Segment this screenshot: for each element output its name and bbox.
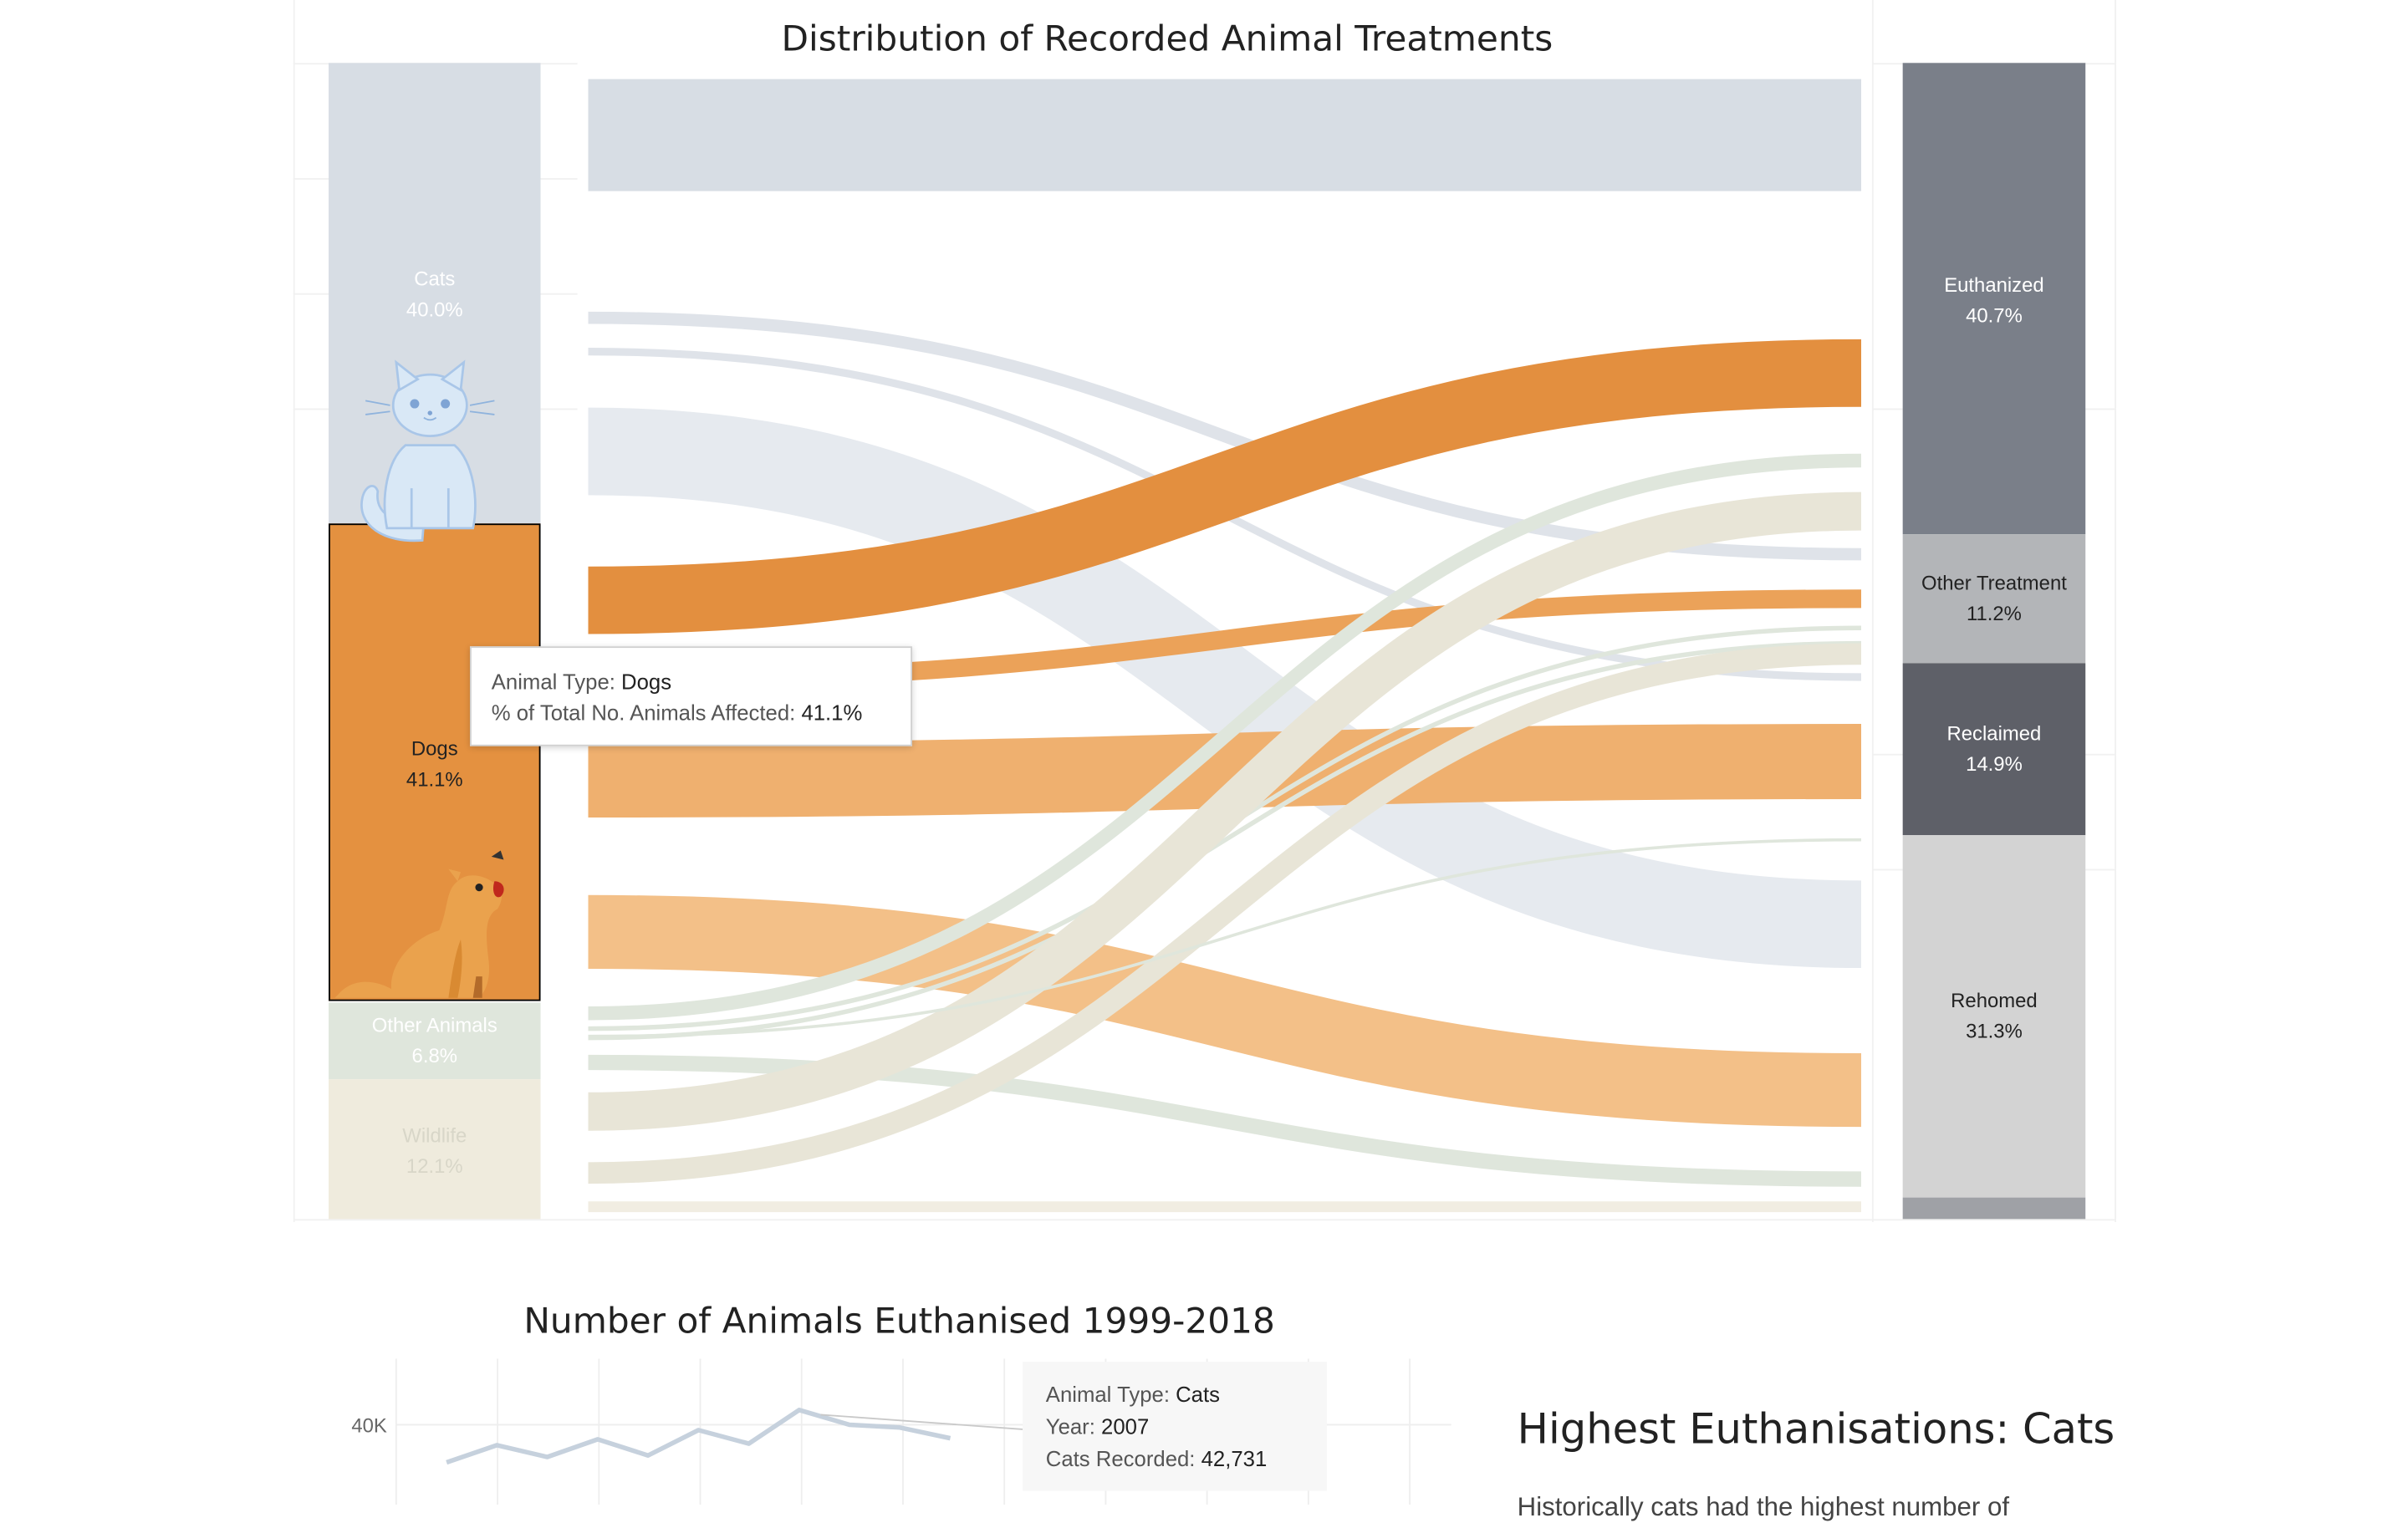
source-column: Cats 40.0% Dogs 41.1% Other Animals 6.8%…: [329, 63, 541, 1220]
tooltip-label-animal-type-2: Animal Type:: [1045, 1382, 1170, 1407]
target-name-rehomed: Rehomed: [1951, 988, 2038, 1012]
side-panel-body: Historically cats had the highest number…: [1517, 1492, 2010, 1522]
sankey-tooltip: Animal Type: Dogs % of Total No. Animals…: [470, 646, 912, 746]
tooltip-value-percent: 41.1%: [801, 700, 863, 725]
source-percent-cats: 40.0%: [406, 298, 463, 321]
sankey-flow-band[interactable]: [588, 643, 1862, 1184]
target-node-euthanized[interactable]: Euthanized 40.7%: [1902, 63, 2086, 535]
cat-icon: [360, 359, 495, 542]
tooltip-label-cats-recorded: Cats Recorded:: [1045, 1446, 1196, 1471]
sankey-flow-band[interactable]: [588, 453, 1862, 1021]
target-name-reclaimed: Reclaimed: [1946, 721, 2042, 745]
source-percent-other-animals: 6.8%: [411, 1043, 457, 1067]
sankey-flow-band[interactable]: [588, 492, 1862, 1131]
target-name-euthanized: Euthanized: [1944, 273, 2044, 297]
tooltip-label-year: Year:: [1045, 1413, 1095, 1439]
line-chart-title: Number of Animals Euthanised 1999-2018: [523, 1301, 1275, 1342]
source-name-other-animals: Other Animals: [371, 1013, 497, 1037]
side-panel-heading: Highest Euthanisations: Cats: [1517, 1406, 2115, 1454]
target-percent-reclaimed: 14.9%: [1966, 751, 2023, 776]
source-node-wildlife[interactable]: Wildlife 12.1%: [329, 1079, 541, 1220]
sankey-flow-band[interactable]: [588, 339, 1862, 634]
target-node-rehomed[interactable]: Rehomed 31.3%: [1902, 835, 2086, 1198]
target-node-other-treatment[interactable]: Other Treatment 11.2%: [1902, 534, 2086, 664]
target-node-unlabeled[interactable]: [1902, 1197, 2086, 1220]
sankey-flow-band[interactable]: [588, 640, 1862, 1041]
source-name-wildlife: Wildlife: [402, 1123, 467, 1148]
tooltip-value-animal-type: Dogs: [621, 669, 672, 695]
tooltip-label-animal-type: Animal Type:: [491, 669, 615, 695]
source-node-other-animals[interactable]: Other Animals 6.8%: [329, 1002, 541, 1080]
source-percent-wildlife: 12.1%: [406, 1154, 463, 1178]
sankey-flow-band[interactable]: [588, 724, 1862, 818]
target-name-other-treatment: Other Treatment: [1921, 571, 2067, 594]
y-tick-40k: 40K: [351, 1415, 387, 1438]
sankey-flow-band[interactable]: [588, 407, 1862, 969]
dog-icon: [334, 850, 504, 998]
tooltip-value-year: 2007: [1101, 1413, 1150, 1439]
tooltip-label-percent: % of Total No. Animals Affected:: [491, 700, 796, 725]
sankey-flow-band[interactable]: [588, 894, 1862, 1128]
tooltip-value-cats-recorded: 42,731: [1201, 1446, 1268, 1471]
tooltip-leader-line: [820, 1413, 1023, 1430]
source-name-dogs: Dogs: [411, 736, 458, 761]
source-name-cats: Cats: [414, 267, 456, 291]
target-node-reclaimed[interactable]: Reclaimed 14.9%: [1902, 663, 2086, 836]
sankey-flow-band[interactable]: [588, 838, 1862, 1038]
sankey-title: Distribution of Recorded Animal Treatmen…: [781, 19, 1553, 60]
target-percent-other-treatment: 11.2%: [1966, 601, 2022, 625]
source-percent-dogs: 41.1%: [406, 767, 463, 791]
tooltip-value-animal-type-2: Cats: [1176, 1382, 1220, 1407]
target-percent-rehomed: 31.3%: [1966, 1019, 2023, 1043]
target-percent-euthanized: 40.7%: [1966, 303, 2023, 328]
series-line-cats[interactable]: [446, 1408, 951, 1465]
line-tooltip: Animal Type: Cats Year: 2007 Cats Record…: [1023, 1362, 1327, 1491]
source-node-dogs[interactable]: Dogs 41.1%: [329, 523, 541, 1001]
sankey-flows: [588, 79, 1862, 1213]
target-column: Euthanized 40.7% Other Treatment 11.2% R…: [1902, 63, 2086, 1220]
